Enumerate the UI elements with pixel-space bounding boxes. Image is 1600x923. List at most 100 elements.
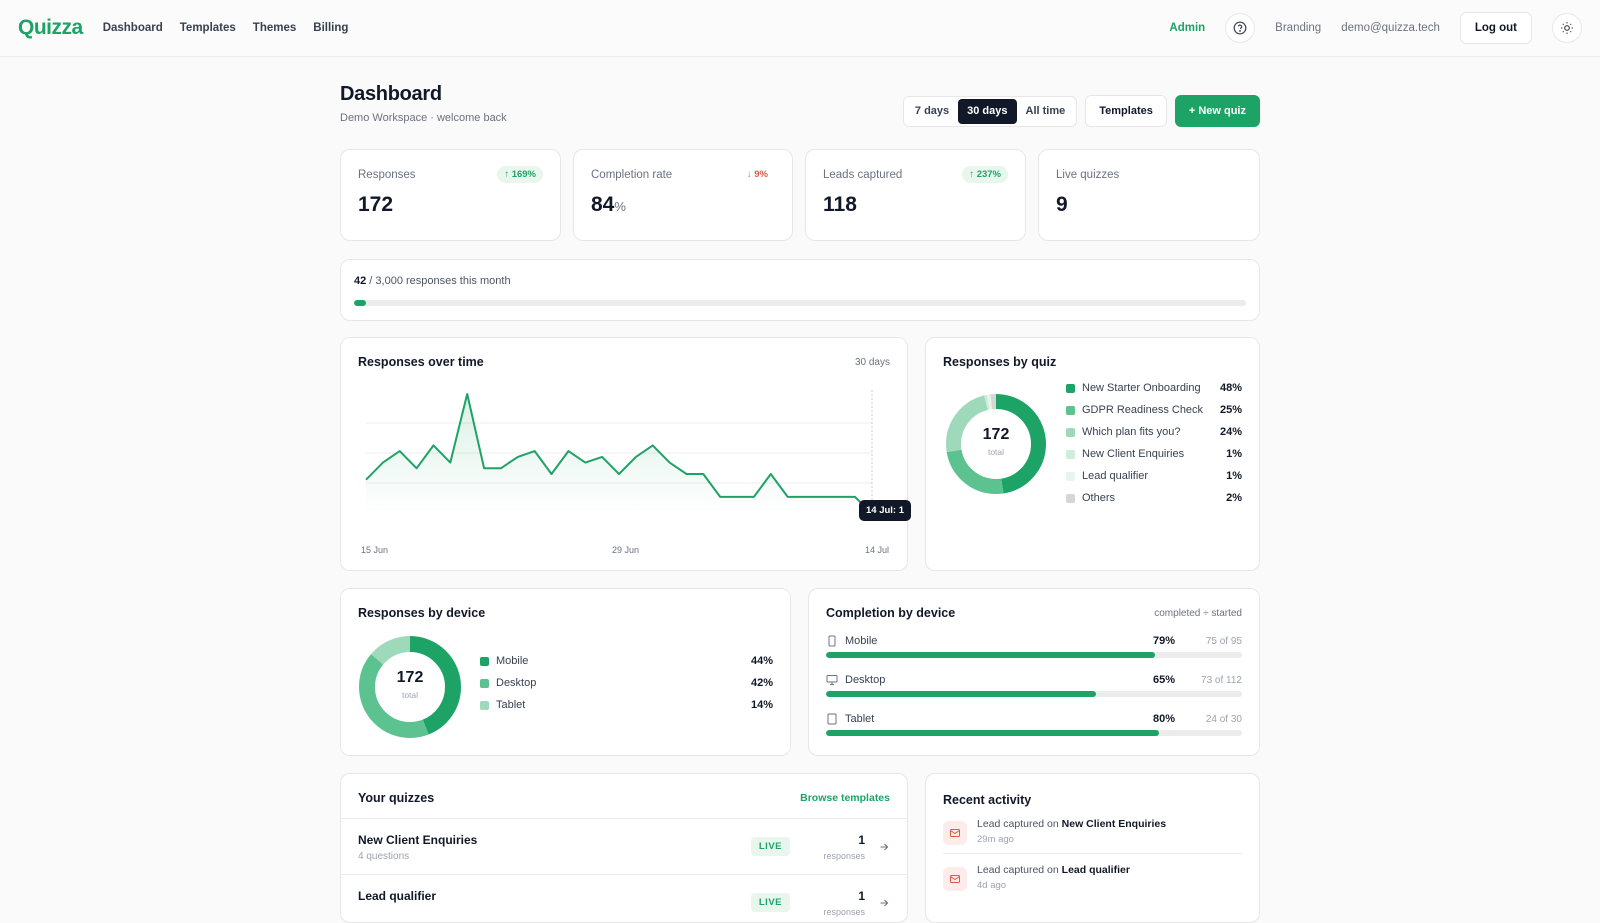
nav-link-billing[interactable]: Billing [313,22,348,34]
stat-value: 84% [591,193,626,217]
card-title: Responses by quiz [943,355,1056,369]
card-title: Recent activity [943,793,1031,807]
legend-item[interactable]: Desktop [480,677,536,689]
card-title: Your quizzes [358,791,434,805]
sun-icon [1560,21,1574,35]
completion-percent: 65% [1153,674,1175,686]
quiz-name[interactable]: New Client Enquiries [358,833,477,847]
nav-link-themes[interactable]: Themes [253,22,296,34]
responses-by-quiz-card: Responses by quiz 172 total New Starter … [925,337,1260,571]
device-donut-chart[interactable] [358,635,462,739]
x-label-mid: 29 Jun [612,545,639,555]
header-actions: 7 days 30 days All time Templates + New … [903,95,1260,127]
range-30-days[interactable]: 30 days [958,99,1016,124]
quiz-name[interactable]: Lead qualifier [358,889,436,903]
activity-item[interactable]: Lead captured on New Client Enquiries 29… [943,818,1242,854]
completion-progress-fill [826,730,1159,736]
nav-link-admin[interactable]: Admin [1169,22,1205,34]
smartphone-icon [826,635,838,647]
mail-icon [943,821,967,845]
legend-item[interactable]: Mobile [480,655,528,667]
range-selector: 7 days 30 days All time [903,96,1077,127]
activity-time: 4d ago [977,880,1006,891]
activity-text: Lead captured on New Client Enquiries [977,818,1166,830]
legend-label: New Client Enquiries [1082,448,1184,460]
your-quizzes-card: Your quizzes Browse templates New Client… [340,773,908,923]
recent-activity-card: Recent activity Lead captured on New Cli… [925,773,1260,923]
legend-percent: 24% [1220,426,1242,438]
status-badge: LIVE [751,893,790,912]
card-title: Responses by device [358,606,485,620]
legend-label: Lead qualifier [1082,470,1148,482]
card-aside: completed ÷ started [1154,608,1242,619]
response-count: 1 [858,889,865,903]
legend-item[interactable]: Others [1066,492,1115,504]
mail-icon [943,867,967,891]
completion-percent: 80% [1153,713,1175,725]
legend-label: Desktop [496,677,536,689]
legend-swatch [1066,406,1075,415]
legend-item[interactable]: Which plan fits you? [1066,426,1180,438]
range-7-days[interactable]: 7 days [906,99,958,124]
quiz-donut-chart[interactable] [944,392,1048,496]
legend-item[interactable]: Lead qualifier [1066,470,1148,482]
theme-toggle-button[interactable] [1552,13,1582,43]
legend-item[interactable]: GDPR Readiness Check [1066,404,1203,416]
device-label: Desktop [845,674,885,686]
stat-label: Completion rate [591,169,672,181]
nav-link-dashboard[interactable]: Dashboard [103,22,163,34]
tablet-icon [826,713,838,725]
responses-over-time-card: Responses over time 30 days 15 Jun 29 Ju… [340,337,908,571]
legend-swatch [1066,384,1075,393]
stat-label: Responses [358,169,416,181]
arrow-right-icon[interactable] [878,841,890,853]
status-badge: LIVE [751,837,790,856]
logo[interactable]: Quizza [18,16,83,40]
monitor-icon [826,674,838,686]
response-count-label: responses [823,907,865,917]
templates-button[interactable]: Templates [1085,95,1167,127]
legend-percent: 48% [1220,382,1242,394]
change-badge: ↑ 237% [962,166,1008,183]
completion-count: 73 of 112 [1201,675,1242,686]
stat-label: Live quizzes [1056,169,1119,181]
nav-link-templates[interactable]: Templates [180,22,236,34]
stat-label: Leads captured [823,169,902,181]
legend-swatch [1066,450,1075,459]
legend-item[interactable]: New Starter Onboarding [1066,382,1201,394]
arrow-right-icon[interactable] [878,897,890,909]
response-count: 1 [858,833,865,847]
legend-label: Mobile [496,655,528,667]
stat-card-responses: Responses ↑ 169% 172 [340,149,561,241]
top-nav: Quizza Dashboard Templates Themes Billin… [0,0,1600,57]
legend-percent: 44% [751,655,773,667]
responses-line-chart[interactable] [341,338,909,572]
donut-total: 172 [358,669,462,687]
nav-link-branding[interactable]: Branding [1275,22,1321,34]
page-title: Dashboard [340,83,442,106]
completion-count: 24 of 30 [1206,714,1242,725]
change-badge: ↓ 9% [740,166,775,183]
logout-button[interactable]: Log out [1460,12,1532,44]
activity-time: 29m ago [977,834,1014,845]
device-name: Mobile [826,635,877,647]
quiz-row[interactable]: New Client Enquiries 4 questions LIVE 1 … [341,818,907,874]
help-button[interactable] [1225,13,1255,43]
stat-card-live-quizzes: Live quizzes 9 [1038,149,1260,241]
legend-item[interactable]: New Client Enquiries [1066,448,1184,460]
legend-label: GDPR Readiness Check [1082,404,1203,416]
change-badge: ↑ 169% [497,166,543,183]
response-count-label: responses [823,851,865,861]
donut-total-label: total [358,690,462,700]
completion-progress-fill [826,691,1096,697]
legend-percent: 42% [751,677,773,689]
x-label-start: 15 Jun [361,545,388,555]
new-quiz-button[interactable]: + New quiz [1175,95,1260,127]
range-all-time[interactable]: All time [1017,99,1075,124]
device-label: Mobile [845,635,877,647]
quiz-row[interactable]: Lead qualifier LIVE 1 responses [341,874,907,923]
legend-label: Which plan fits you? [1082,426,1180,438]
browse-templates-link[interactable]: Browse templates [800,792,890,804]
activity-item[interactable]: Lead captured on Lead qualifier 4d ago [943,864,1242,900]
legend-item[interactable]: Tablet [480,699,525,711]
